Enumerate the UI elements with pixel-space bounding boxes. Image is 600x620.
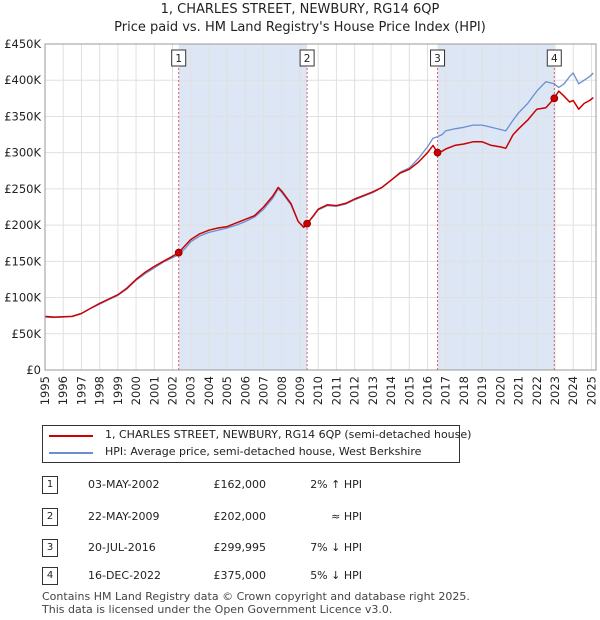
x-tick-label: 2006 [238, 376, 252, 405]
x-tick-label: 2010 [311, 376, 325, 405]
transaction-price: £202,000 [213, 510, 267, 523]
transaction-hpi: 5% ↓ HPI [310, 569, 362, 582]
y-tick-label: £400K [4, 73, 41, 87]
sale-marker [433, 148, 442, 157]
transaction-row: 2 22-MAY-2009 £202,000 ≈ HPI [42, 508, 562, 526]
x-tick-label: 2005 [220, 376, 234, 405]
transaction-row: 1 03-MAY-2002 £162,000 2% ↑ HPI [42, 476, 562, 494]
x-tick-label: 2008 [275, 376, 289, 405]
y-tick-label: £450K [4, 37, 41, 51]
sale-marker [303, 219, 312, 228]
x-tick-label: 2009 [293, 376, 307, 405]
transaction-price: £162,000 [213, 478, 267, 491]
legend-label-property: 1, CHARLES STREET, NEWBURY, RG14 6QP (se… [105, 428, 472, 441]
shaded-period [178, 44, 308, 370]
legend: 1, CHARLES STREET, NEWBURY, RG14 6QP (se… [42, 425, 471, 463]
shaded-period [437, 44, 555, 370]
plot-frame [44, 43, 597, 371]
x-tick-label: 2016 [421, 376, 435, 405]
x-tick-label: 1997 [74, 376, 88, 405]
price-chart: £0 £50K £100K £150K £200K £250K £300K £350K £400… [4, 37, 598, 405]
x-tick-label: 2022 [530, 376, 544, 405]
transaction-number: 3 [42, 539, 58, 557]
x-tick-label: 2018 [457, 376, 471, 405]
footer-licence: This data is licensed under the Open Gov… [42, 603, 393, 616]
y-tick-label: £300K [4, 146, 41, 160]
sale-marker [550, 94, 559, 103]
y-tick-label: £250K [4, 182, 41, 196]
transaction-price: £299,995 [213, 541, 267, 554]
x-tick-label: 2019 [475, 376, 489, 405]
x-tick-label: 2013 [366, 376, 380, 405]
x-tick-label: 2004 [202, 376, 216, 405]
event-label: 1 [175, 53, 182, 65]
x-tick-label: 2024 [566, 376, 580, 405]
property-series-line [44, 90, 594, 318]
y-tick-label: £50K [12, 327, 42, 341]
x-tick-label: 2014 [384, 376, 398, 405]
event-label-box [299, 49, 315, 67]
transaction-hpi: 7% ↓ HPI [310, 541, 362, 554]
x-tick-label: 2011 [329, 376, 343, 405]
transaction-date: 16-DEC-2022 [88, 569, 162, 582]
y-tick-label: £200K [4, 218, 41, 232]
event-label-box [430, 49, 446, 67]
x-tick-label: 2017 [439, 376, 453, 405]
x-tick-label: 2023 [548, 376, 562, 405]
x-tick-label: 2015 [402, 376, 416, 405]
x-tick-label: 2020 [493, 376, 507, 405]
x-tick-label: 1999 [111, 376, 125, 405]
x-tick-label: 2003 [184, 376, 198, 405]
footer-copyright: Contains HM Land Registry data © Crown c… [42, 590, 470, 603]
x-tick-label: 2021 [512, 376, 526, 405]
transaction-price: £375,000 [213, 569, 267, 582]
y-tick-label: £100K [4, 291, 41, 305]
event-label: 3 [434, 53, 441, 65]
y-tick-label: £350K [4, 109, 41, 123]
transaction-date: 22-MAY-2009 [88, 510, 160, 523]
x-tick-label: 1998 [93, 376, 107, 405]
chart-subtitle: Price paid vs. HM Land Registry's House … [114, 20, 486, 35]
x-tick-label: 2001 [147, 376, 161, 405]
transaction-row: 4 16-DEC-2022 £375,000 5% ↓ HPI [42, 567, 562, 585]
transaction-hpi: ≈ HPI [331, 510, 362, 523]
legend-swatch-hpi [49, 452, 93, 454]
event-label: 4 [551, 53, 558, 65]
x-tick-label: 2025 [584, 376, 598, 405]
x-tick-label: 1995 [38, 376, 52, 405]
x-tick-label: 2012 [348, 376, 362, 405]
chart-title: 1, CHARLES STREET, NEWBURY, RG14 6QP [160, 2, 440, 17]
transaction-number: 2 [42, 508, 58, 526]
transaction-hpi: 2% ↑ HPI [310, 478, 362, 491]
x-tick-label: 1996 [56, 376, 70, 405]
legend-swatch-property [49, 435, 93, 437]
event-label: 2 [304, 53, 311, 65]
y-tick-label: £150K [4, 254, 41, 268]
legend-label-hpi: HPI: Average price, semi-detached house,… [105, 445, 422, 458]
sale-marker [174, 248, 183, 257]
event-label-box [171, 49, 187, 67]
transaction-date: 20-JUL-2016 [88, 541, 156, 554]
transaction-date: 03-MAY-2002 [88, 478, 160, 491]
event-label-box [546, 49, 562, 67]
x-tick-label: 2007 [257, 376, 271, 405]
y-tick-label: £0 [26, 363, 41, 377]
transaction-number: 1 [42, 476, 58, 494]
transaction-number: 4 [42, 567, 58, 585]
transaction-row: 3 20-JUL-2016 £299,995 7% ↓ HPI [42, 539, 562, 557]
x-tick-label: 2000 [129, 376, 143, 405]
x-tick-label: 2002 [166, 376, 180, 405]
